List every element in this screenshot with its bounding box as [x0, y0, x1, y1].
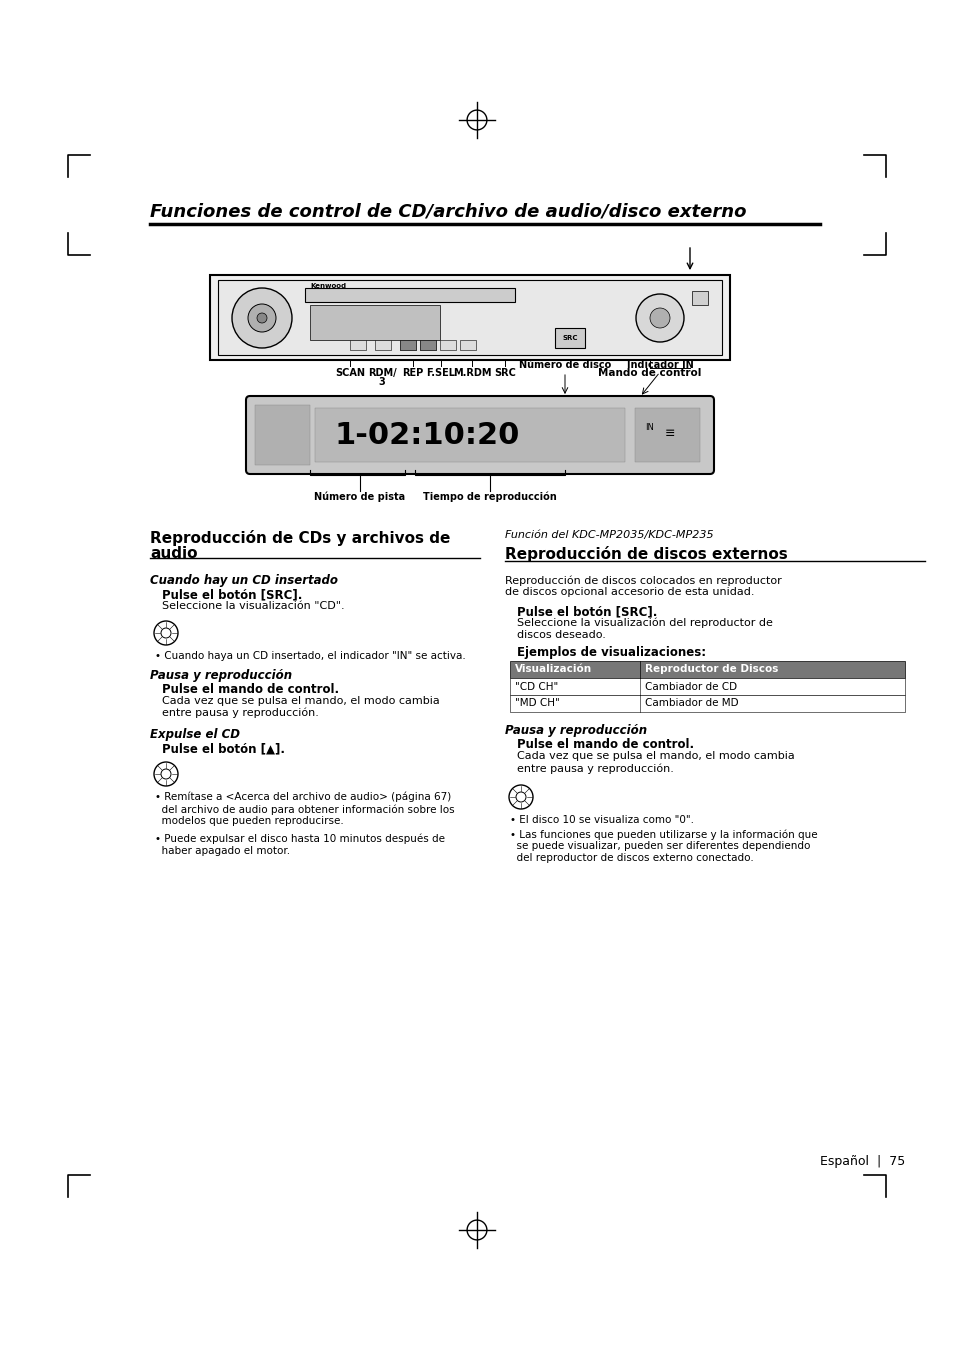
Text: Pulse el mando de control.: Pulse el mando de control.: [162, 683, 338, 697]
Text: discos deseado.: discos deseado.: [517, 630, 605, 640]
Text: Pausa y reproducción: Pausa y reproducción: [504, 724, 646, 737]
Text: SRC: SRC: [494, 369, 516, 378]
Text: 1-02:10:20: 1-02:10:20: [335, 420, 519, 450]
Text: Mando de control: Mando de control: [598, 369, 701, 378]
Text: M.RDM: M.RDM: [453, 369, 491, 378]
Text: Ejemplos de visualizaciones:: Ejemplos de visualizaciones:: [517, 647, 705, 659]
Bar: [305, 288, 515, 302]
Text: Reproducción de CDs y archivos de: Reproducción de CDs y archivos de: [150, 531, 450, 545]
Circle shape: [232, 288, 292, 348]
Text: SRC: SRC: [561, 335, 578, 342]
Text: "MD CH": "MD CH": [515, 698, 559, 709]
Text: Cambiador de CD: Cambiador de CD: [644, 682, 737, 691]
Text: • Remítase a <Acerca del archivo de audio> (página 67)
  del archivo de audio pa: • Remítase a <Acerca del archivo de audi…: [154, 792, 455, 826]
Text: Pulse el botón [SRC].: Pulse el botón [SRC].: [162, 589, 302, 601]
Text: Reproducción de discos externos: Reproducción de discos externos: [504, 545, 787, 562]
Bar: [439, 340, 456, 350]
Text: • Las funciones que pueden utilizarse y la información que
  se puede visualizar: • Las funciones que pueden utilizarse y …: [510, 829, 817, 863]
Text: • Cuando haya un CD insertado, el indicador "IN" se activa.: • Cuando haya un CD insertado, el indica…: [154, 651, 465, 661]
Text: Número de pista: Número de pista: [314, 491, 405, 502]
Bar: [510, 695, 904, 711]
Circle shape: [248, 304, 275, 332]
Bar: [691, 292, 707, 305]
Text: Funciones de control de CD/archivo de audio/disco externo: Funciones de control de CD/archivo de au…: [150, 202, 745, 220]
Text: REP: REP: [402, 369, 423, 378]
Text: Cada vez que se pulsa el mando, el modo cambia: Cada vez que se pulsa el mando, el modo …: [162, 697, 439, 706]
Text: Pulse el mando de control.: Pulse el mando de control.: [517, 738, 694, 751]
Text: F.SEL: F.SEL: [426, 369, 455, 378]
Bar: [314, 408, 624, 462]
Text: Indicador IN: Indicador IN: [626, 360, 693, 370]
FancyBboxPatch shape: [246, 396, 713, 474]
Bar: [254, 405, 310, 464]
Bar: [310, 305, 439, 340]
Bar: [635, 408, 700, 462]
Bar: [510, 678, 904, 695]
Text: audio: audio: [150, 545, 197, 562]
Text: Visualización: Visualización: [515, 664, 592, 675]
Circle shape: [256, 313, 267, 323]
Text: Español  |  75: Español | 75: [820, 1156, 904, 1168]
Text: Cuando hay un CD insertado: Cuando hay un CD insertado: [150, 574, 337, 587]
Bar: [459, 340, 476, 350]
Text: IN: IN: [644, 423, 653, 432]
Text: Pausa y reproducción: Pausa y reproducción: [150, 670, 292, 682]
Bar: [555, 328, 584, 348]
Bar: [399, 340, 416, 350]
Text: Reproductor de Discos: Reproductor de Discos: [644, 664, 778, 675]
Bar: [510, 662, 904, 678]
Text: • Puede expulsar el disco hasta 10 minutos después de
  haber apagado el motor.: • Puede expulsar el disco hasta 10 minut…: [154, 834, 444, 856]
Text: Seleccione la visualización del reproductor de: Seleccione la visualización del reproduc…: [517, 618, 772, 629]
Text: "CD CH": "CD CH": [515, 682, 558, 691]
Text: 3: 3: [378, 377, 385, 387]
Text: RDM/: RDM/: [367, 369, 395, 378]
Text: Cambiador de MD: Cambiador de MD: [644, 698, 738, 709]
Bar: [218, 279, 721, 355]
Bar: [375, 340, 391, 350]
Text: Tiempo de reproducción: Tiempo de reproducción: [423, 491, 557, 502]
Bar: [350, 340, 366, 350]
Circle shape: [649, 308, 669, 328]
Bar: [419, 340, 436, 350]
Text: Reproducción de discos colocados en reproductor
de discos opcional accesorio de : Reproducción de discos colocados en repr…: [504, 575, 781, 597]
Text: Seleccione la visualización "CD".: Seleccione la visualización "CD".: [162, 601, 344, 612]
Text: SCAN: SCAN: [335, 369, 365, 378]
Text: Pulse el botón [▲].: Pulse el botón [▲].: [162, 743, 285, 755]
Text: Pulse el botón [SRC].: Pulse el botón [SRC].: [517, 605, 657, 618]
Text: ≡: ≡: [664, 427, 675, 440]
Bar: [399, 340, 416, 350]
Text: Función del KDC-MP2035/KDC-MP235: Función del KDC-MP2035/KDC-MP235: [504, 531, 713, 540]
Text: Kenwood: Kenwood: [310, 284, 346, 289]
Circle shape: [636, 294, 683, 342]
Text: entre pausa y reproducción.: entre pausa y reproducción.: [162, 707, 318, 718]
Bar: [210, 275, 729, 360]
Text: • El disco 10 se visualiza como "0".: • El disco 10 se visualiza como "0".: [510, 815, 693, 825]
Text: entre pausa y reproducción.: entre pausa y reproducción.: [517, 763, 673, 774]
Text: Cada vez que se pulsa el mando, el modo cambia: Cada vez que se pulsa el mando, el modo …: [517, 751, 794, 761]
Bar: [419, 340, 436, 350]
Text: Expulse el CD: Expulse el CD: [150, 728, 240, 741]
Text: Número de disco: Número de disco: [518, 360, 611, 370]
